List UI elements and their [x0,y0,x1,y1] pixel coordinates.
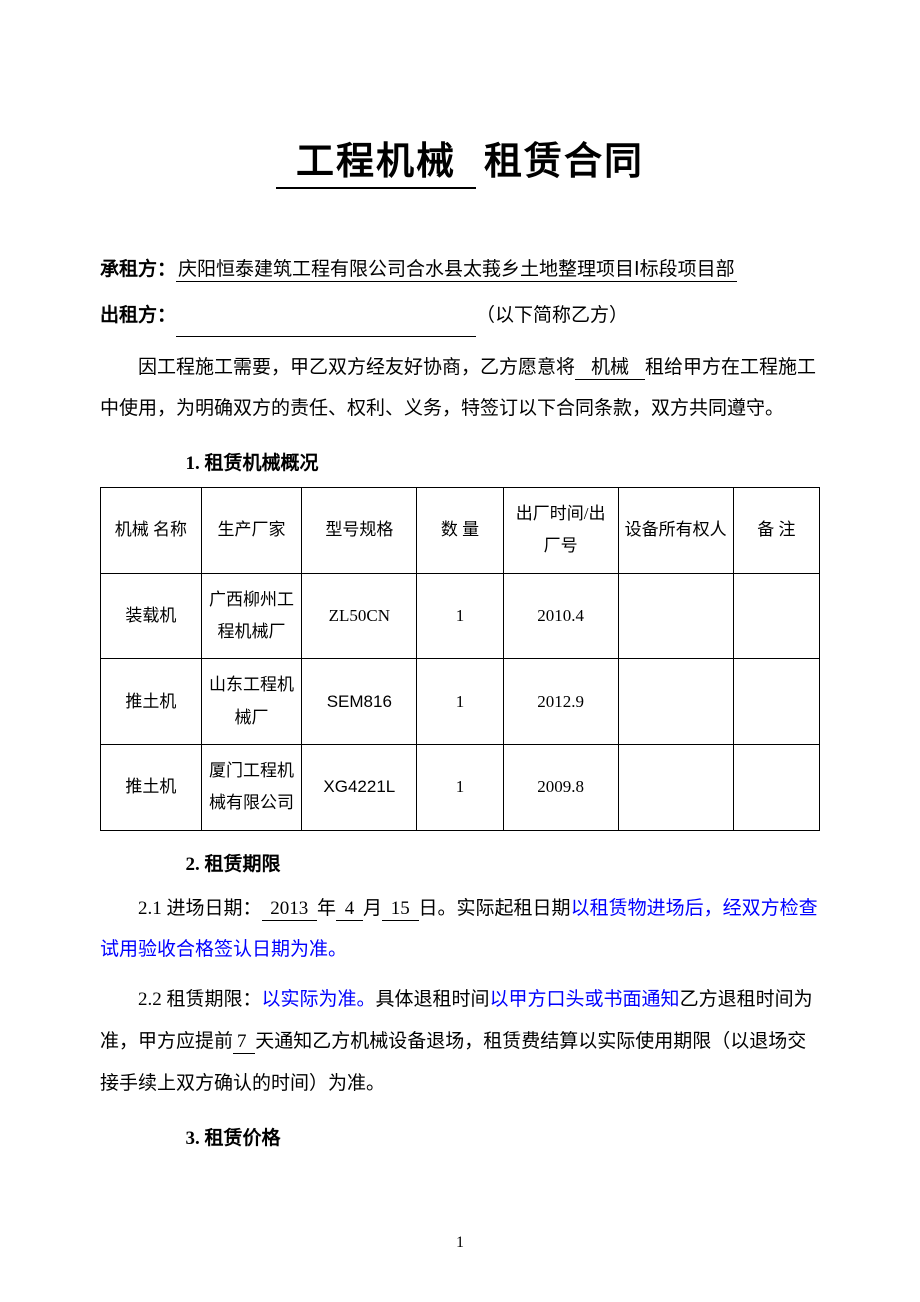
lessee-value: 庆阳恒泰建筑工程有限公司合水县太莪乡土地整理项目Ⅰ标段项目部 [176,259,737,282]
lessee-row: 承租方：庆阳恒泰建筑工程有限公司合水县太莪乡土地整理项目Ⅰ标段项目部 [100,249,820,291]
title-underlined-part: 工程机械 [276,130,476,189]
intro-blank-machinery: 机械 [575,357,645,380]
c21-month-char: 月 [363,898,382,919]
table-cell: 厦门工程机械有限公司 [201,744,302,830]
section-2-heading: 2. 租赁期限 [100,849,820,876]
c21-prefix: 2.1 进场日期： [138,898,262,919]
table-cell [618,744,733,830]
c22-blue2: 以甲方口头或书面通知 [490,989,680,1010]
table-cell: 山东工程机械厂 [201,659,302,745]
c21-day: 15 [382,898,419,921]
c21-year-char: 年 [317,898,336,919]
table-header-row: 机械 名称生产厂家型号规格数 量出厂时间/出厂号设备所有权人备 注 [101,488,820,574]
lessor-row: 出租方： （以下简称乙方） [100,295,820,337]
c22-text-b: 具体退租时间 [376,989,490,1010]
table-cell: 推土机 [101,659,202,745]
table-row: 推土机厦门工程机械有限公司XG4221L12009.8 [101,744,820,830]
section-3-heading: 3. 租赁价格 [100,1123,820,1150]
table-cell: 2009.8 [503,744,618,830]
table-cell: 1 [417,744,503,830]
table-cell [733,659,819,745]
table-cell: 2010.4 [503,573,618,659]
table-row: 推土机山东工程机械厂SEM81612012.9 [101,659,820,745]
table-header-cell: 型号规格 [302,488,417,574]
table-cell [618,573,733,659]
intro-text-a: 因工程施工需要，甲乙双方经友好协商，乙方愿意将 [138,357,575,378]
c21-month: 4 [336,898,363,921]
table-cell: ZL50CN [302,573,417,659]
document-title: 工程机械租赁合同 [100,130,820,189]
lessee-label: 承租方： [100,259,176,280]
intro-paragraph: 因工程施工需要，甲乙双方经友好协商，乙方愿意将机械租给甲方在工程施工中使用，为明… [100,347,820,431]
lessor-blank [176,316,476,337]
clause-2-1: 2.1 进场日期： 2013 年 4 月 15 日。实际起租日期以租赁物进场后，… [100,888,820,972]
clause-2-2: 2.2 租赁期限：以实际为准。具体退租时间以甲方口头或书面通知乙方退租时间为准，… [100,979,820,1104]
title-plain-part: 租赁合同 [484,130,644,185]
lessor-label: 出租方： [100,305,176,326]
table-cell: 1 [417,573,503,659]
page-number: 1 [0,1234,920,1252]
c22-prefix: 2.2 租赁期限： [138,989,262,1010]
table-header-cell: 机械 名称 [101,488,202,574]
table-header-cell: 备 注 [733,488,819,574]
table-cell [733,744,819,830]
c21-day-suffix: 日。实际起租日期 [419,898,571,919]
table-cell: SEM816 [302,659,417,745]
table-cell: XG4221L [302,744,417,830]
c22-days: 7 [233,1031,255,1054]
section-1-heading: 1. 租赁机械概况 [100,448,820,475]
table-cell: 广西柳州工程机械厂 [201,573,302,659]
c21-year: 2013 [262,898,318,921]
table-row: 装载机广西柳州工程机械厂ZL50CN12010.4 [101,573,820,659]
lessor-suffix: （以下简称乙方） [476,305,628,326]
table-cell: 2012.9 [503,659,618,745]
table-header-cell: 设备所有权人 [618,488,733,574]
table-header-cell: 数 量 [417,488,503,574]
table-cell: 1 [417,659,503,745]
table-cell [618,659,733,745]
table-header-cell: 出厂时间/出厂号 [503,488,618,574]
machinery-table: 机械 名称生产厂家型号规格数 量出厂时间/出厂号设备所有权人备 注 装载机广西柳… [100,487,820,830]
table-cell: 推土机 [101,744,202,830]
c22-blue1: 以实际为准。 [262,989,376,1010]
table-header-cell: 生产厂家 [201,488,302,574]
table-cell: 装载机 [101,573,202,659]
table-cell [733,573,819,659]
